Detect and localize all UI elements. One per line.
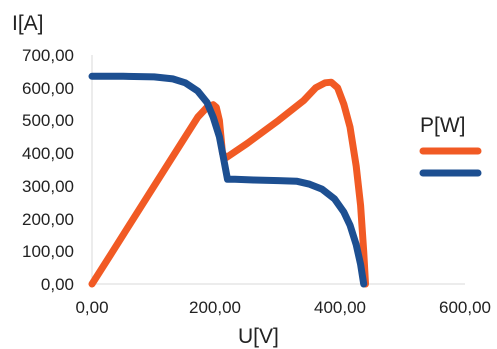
y-tick-label: 300,00 xyxy=(22,177,74,196)
y-axis-title: I[A] xyxy=(12,12,44,35)
series-line-orange xyxy=(88,78,369,288)
y-tick-labels: 0,00 100,00 200,00 300,00 400,00 500,00 … xyxy=(22,46,74,294)
x-tick-label: 200,00 xyxy=(189,298,241,317)
x-tick-labels: 0,00 200,00 400,00 600,00 xyxy=(75,298,491,317)
y-tick-label: 400,00 xyxy=(22,144,74,163)
x-tick-label: 0,00 xyxy=(75,298,108,317)
y-tick-label: 100,00 xyxy=(22,242,74,261)
y-tick-label: 500,00 xyxy=(22,111,74,130)
y-tick-label: 700,00 xyxy=(22,46,74,65)
y-tick-label: 200,00 xyxy=(22,210,74,229)
y-tick-label: 0,00 xyxy=(41,275,74,294)
y-tick-label: 600,00 xyxy=(22,79,74,98)
x-axis-title: U[V] xyxy=(238,325,279,348)
legend-title: P[W] xyxy=(420,114,466,137)
x-tick-label: 600,00 xyxy=(439,298,491,317)
x-tick-label: 400,00 xyxy=(314,298,366,317)
legend: P[W] xyxy=(419,114,482,177)
series-line-blue xyxy=(88,72,368,288)
